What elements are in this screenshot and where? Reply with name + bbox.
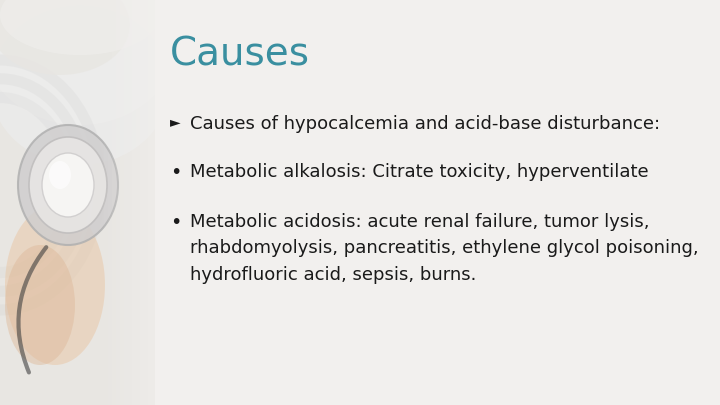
Bar xyxy=(108,0,112,405)
Bar xyxy=(100,0,104,405)
Text: •: • xyxy=(170,213,181,232)
Bar xyxy=(116,0,120,405)
Text: Causes: Causes xyxy=(170,35,310,73)
Text: ►: ► xyxy=(170,115,181,129)
Bar xyxy=(164,0,168,405)
Bar xyxy=(112,0,116,405)
Bar xyxy=(144,0,148,405)
Bar xyxy=(152,0,156,405)
Bar xyxy=(140,0,144,405)
Bar xyxy=(148,0,152,405)
Ellipse shape xyxy=(29,137,107,233)
Bar xyxy=(156,0,160,405)
Ellipse shape xyxy=(42,153,94,217)
Text: Causes of hypocalcemia and acid-base disturbance:: Causes of hypocalcemia and acid-base dis… xyxy=(190,115,660,133)
Bar xyxy=(176,0,180,405)
Bar xyxy=(132,0,136,405)
Bar xyxy=(160,0,164,405)
Ellipse shape xyxy=(0,5,170,165)
Ellipse shape xyxy=(5,245,75,365)
Bar xyxy=(136,0,140,405)
Ellipse shape xyxy=(49,161,71,189)
Text: Metabolic alkalosis: Citrate toxicity, hyperventilate: Metabolic alkalosis: Citrate toxicity, h… xyxy=(190,163,649,181)
Bar xyxy=(124,0,128,405)
Ellipse shape xyxy=(0,0,160,55)
Bar xyxy=(172,0,176,405)
Bar xyxy=(120,0,124,405)
FancyArrowPatch shape xyxy=(19,247,46,373)
Bar xyxy=(128,0,132,405)
Bar xyxy=(155,0,720,405)
Ellipse shape xyxy=(5,205,105,365)
Text: •: • xyxy=(170,163,181,182)
Text: Metabolic acidosis: acute renal failure, tumor lysis,
rhabdomyolysis, pancreatit: Metabolic acidosis: acute renal failure,… xyxy=(190,213,698,284)
Bar xyxy=(0,0,160,405)
Ellipse shape xyxy=(0,0,130,75)
Bar xyxy=(104,0,108,405)
Bar xyxy=(168,0,172,405)
Ellipse shape xyxy=(0,0,180,125)
Ellipse shape xyxy=(18,125,118,245)
